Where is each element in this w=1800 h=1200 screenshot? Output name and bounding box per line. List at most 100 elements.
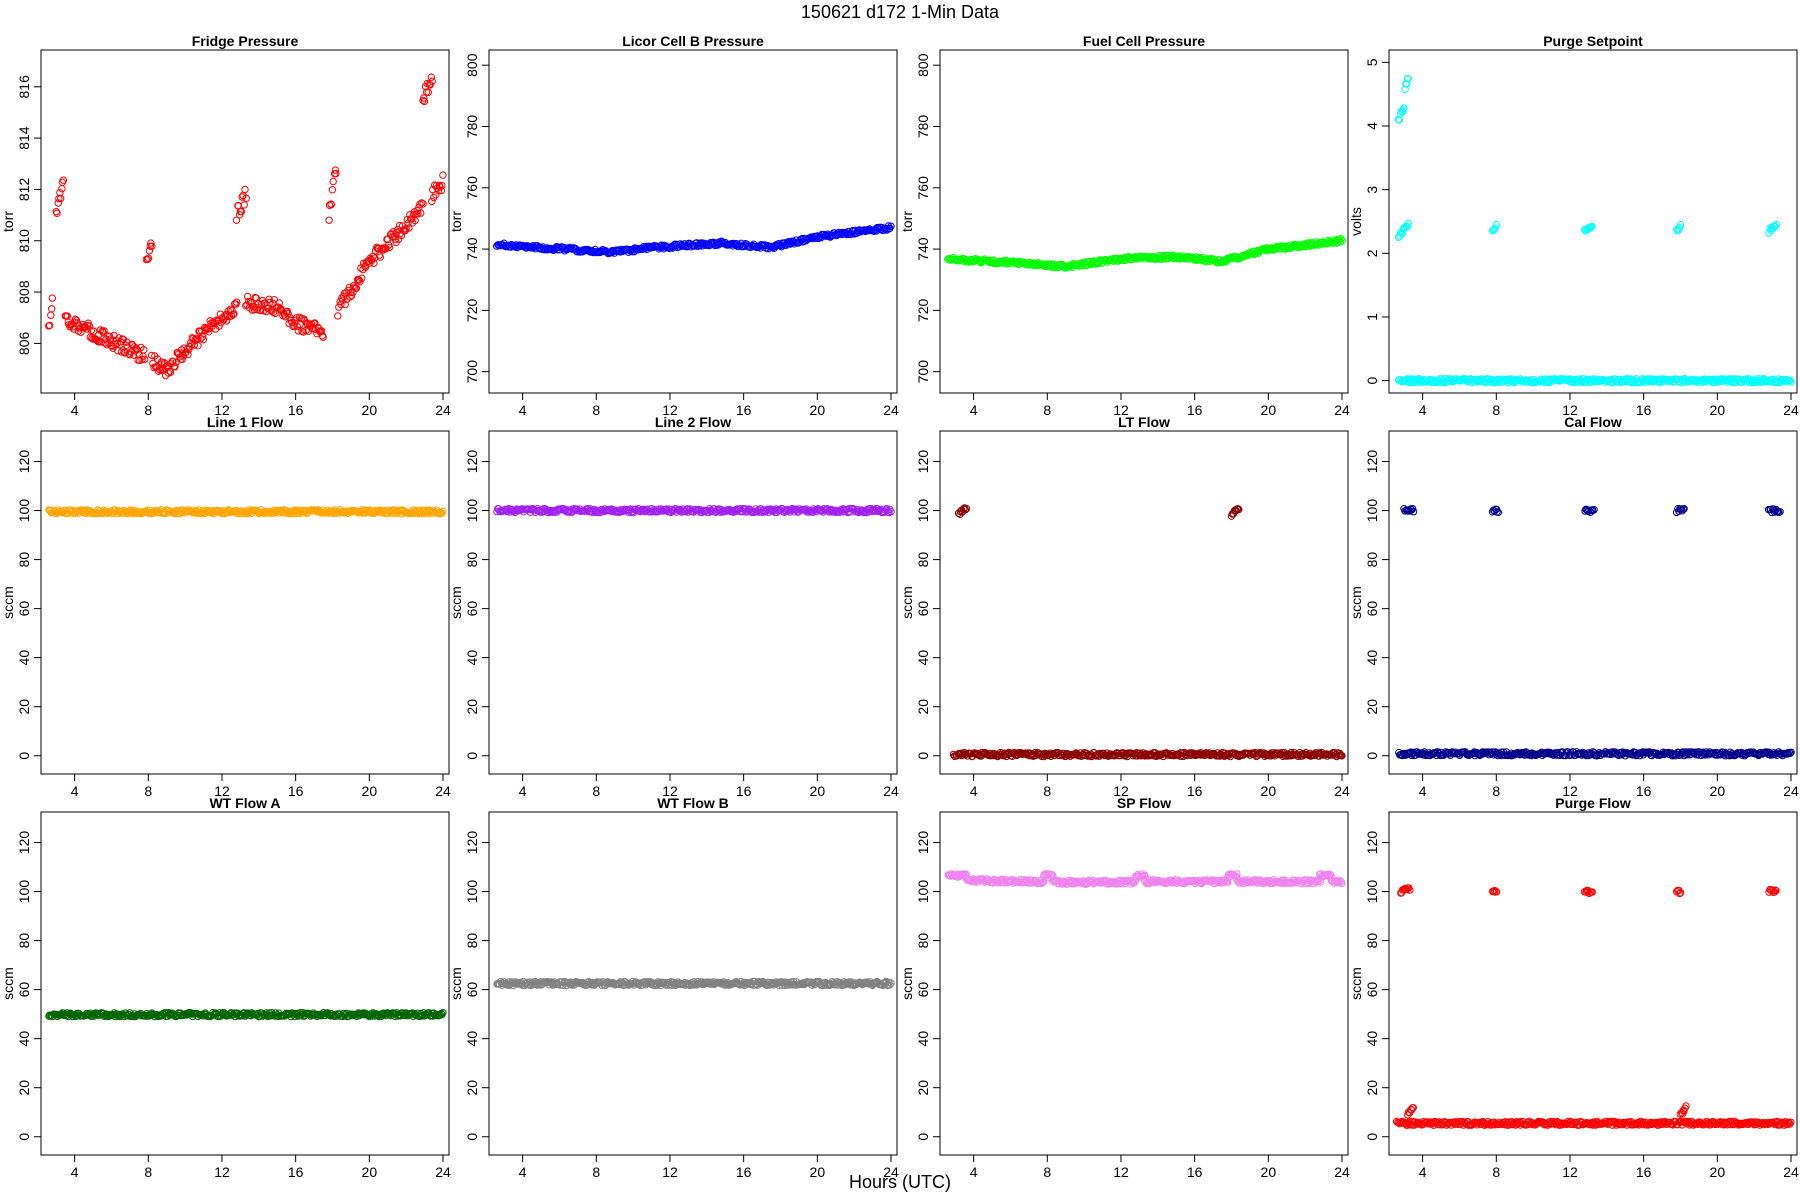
- data-point: [194, 342, 202, 350]
- x-tick-label: 20: [362, 783, 378, 799]
- y-tick-label: 80: [16, 933, 32, 949]
- data-point: [1403, 223, 1411, 231]
- data-point: [148, 351, 156, 360]
- data-point: [117, 348, 126, 356]
- y-tick-label: 1: [1364, 313, 1380, 321]
- data-point: [1415, 749, 1423, 757]
- data-point: [1097, 751, 1106, 759]
- data-point: [1776, 508, 1784, 516]
- data-point: [1787, 748, 1795, 756]
- data-point: [145, 247, 154, 255]
- y-tick-label: 5: [1364, 58, 1380, 66]
- y-tick-label: 814: [16, 126, 32, 150]
- data-point: [887, 222, 895, 230]
- data-point: [71, 315, 80, 323]
- data-point: [837, 506, 845, 514]
- data-point: [329, 177, 337, 186]
- y-tick-label: 20: [16, 1080, 32, 1096]
- data-point: [59, 176, 68, 184]
- y-tick-label: 120: [464, 450, 480, 474]
- data-point: [961, 506, 969, 514]
- data-point: [426, 81, 434, 89]
- data-point: [48, 305, 56, 313]
- data-point: [230, 310, 238, 318]
- data-point: [1337, 235, 1345, 243]
- data-point: [325, 216, 333, 224]
- y-tick-label: 0: [464, 752, 480, 760]
- y-tick-label: 60: [464, 601, 480, 617]
- data-point: [382, 245, 390, 253]
- panel-title: Cal Flow: [1564, 414, 1622, 430]
- data-point: [295, 313, 304, 321]
- data-point: [247, 299, 256, 307]
- data-point: [1338, 237, 1346, 245]
- data-point: [178, 355, 186, 364]
- data-point: [1409, 508, 1418, 516]
- data-point: [328, 186, 337, 194]
- x-tick-label: 12: [1113, 1164, 1129, 1180]
- data-point: [1587, 223, 1595, 231]
- data-point: [658, 243, 667, 252]
- x-tick-label: 12: [1113, 783, 1129, 799]
- plot-frame: [40, 49, 450, 394]
- data-point: [1588, 222, 1596, 231]
- x-tick-label: 16: [1187, 783, 1203, 799]
- y-tick-label: 0: [915, 752, 931, 760]
- y-tick-label: 806: [16, 331, 32, 355]
- plot-frame: [488, 430, 898, 775]
- y-tick-label: 100: [464, 880, 480, 904]
- data-point: [1668, 752, 1676, 760]
- data-point: [1258, 750, 1267, 758]
- x-tick-label: 12: [214, 402, 230, 418]
- y-axis-label: volts: [1348, 207, 1364, 236]
- data-point: [1404, 219, 1412, 228]
- data-point: [957, 871, 965, 879]
- x-tick-label: 4: [1419, 783, 1427, 799]
- y-tick-label: 3: [1364, 186, 1380, 194]
- x-tick-label: 4: [1419, 402, 1427, 418]
- y-tick-label: 120: [915, 450, 931, 474]
- data-point: [203, 324, 212, 333]
- x-tick-label: 20: [810, 783, 826, 799]
- x-tick-label: 24: [883, 402, 899, 418]
- x-tick-label: 8: [1043, 1164, 1051, 1180]
- y-tick-label: 80: [464, 933, 480, 949]
- x-tick-label: 4: [71, 1164, 79, 1180]
- x-tick-label: 4: [71, 783, 79, 799]
- x-tick-label: 4: [519, 783, 527, 799]
- data-point: [956, 872, 964, 880]
- data-point: [1408, 505, 1417, 513]
- y-tick-label: 20: [915, 1080, 931, 1096]
- data-point: [847, 230, 856, 238]
- y-tick-label: 100: [1364, 499, 1380, 523]
- plot-frame: [40, 811, 450, 1156]
- data-point: [370, 259, 378, 267]
- data-point: [962, 504, 971, 513]
- x-tick-label: 20: [810, 1164, 826, 1180]
- x-tick-label: 8: [1043, 402, 1051, 418]
- data-point: [418, 199, 426, 207]
- y-tick-label: 20: [464, 1080, 480, 1096]
- series-points: [45, 73, 447, 380]
- data-point: [1622, 375, 1630, 384]
- y-tick-label: 100: [16, 880, 32, 904]
- data-point: [273, 1011, 281, 1019]
- data-point: [1772, 220, 1781, 229]
- y-tick-label: 810: [16, 229, 32, 253]
- x-tick-label: 20: [810, 402, 826, 418]
- y-tick-label: 40: [16, 650, 32, 666]
- data-point: [996, 257, 1005, 266]
- y-axis-label: sccm: [448, 967, 464, 1000]
- data-point: [1072, 879, 1081, 887]
- data-point: [347, 291, 356, 300]
- y-tick-label: 40: [915, 1031, 931, 1047]
- data-point: [1401, 85, 1409, 94]
- data-point: [233, 298, 241, 306]
- x-tick-label: 8: [592, 1164, 600, 1180]
- y-tick-label: 60: [1364, 601, 1380, 617]
- plot-frame: [1388, 49, 1798, 394]
- data-point: [439, 171, 447, 179]
- x-tick-label: 20: [1261, 1164, 1277, 1180]
- y-tick-label: 800: [464, 53, 480, 77]
